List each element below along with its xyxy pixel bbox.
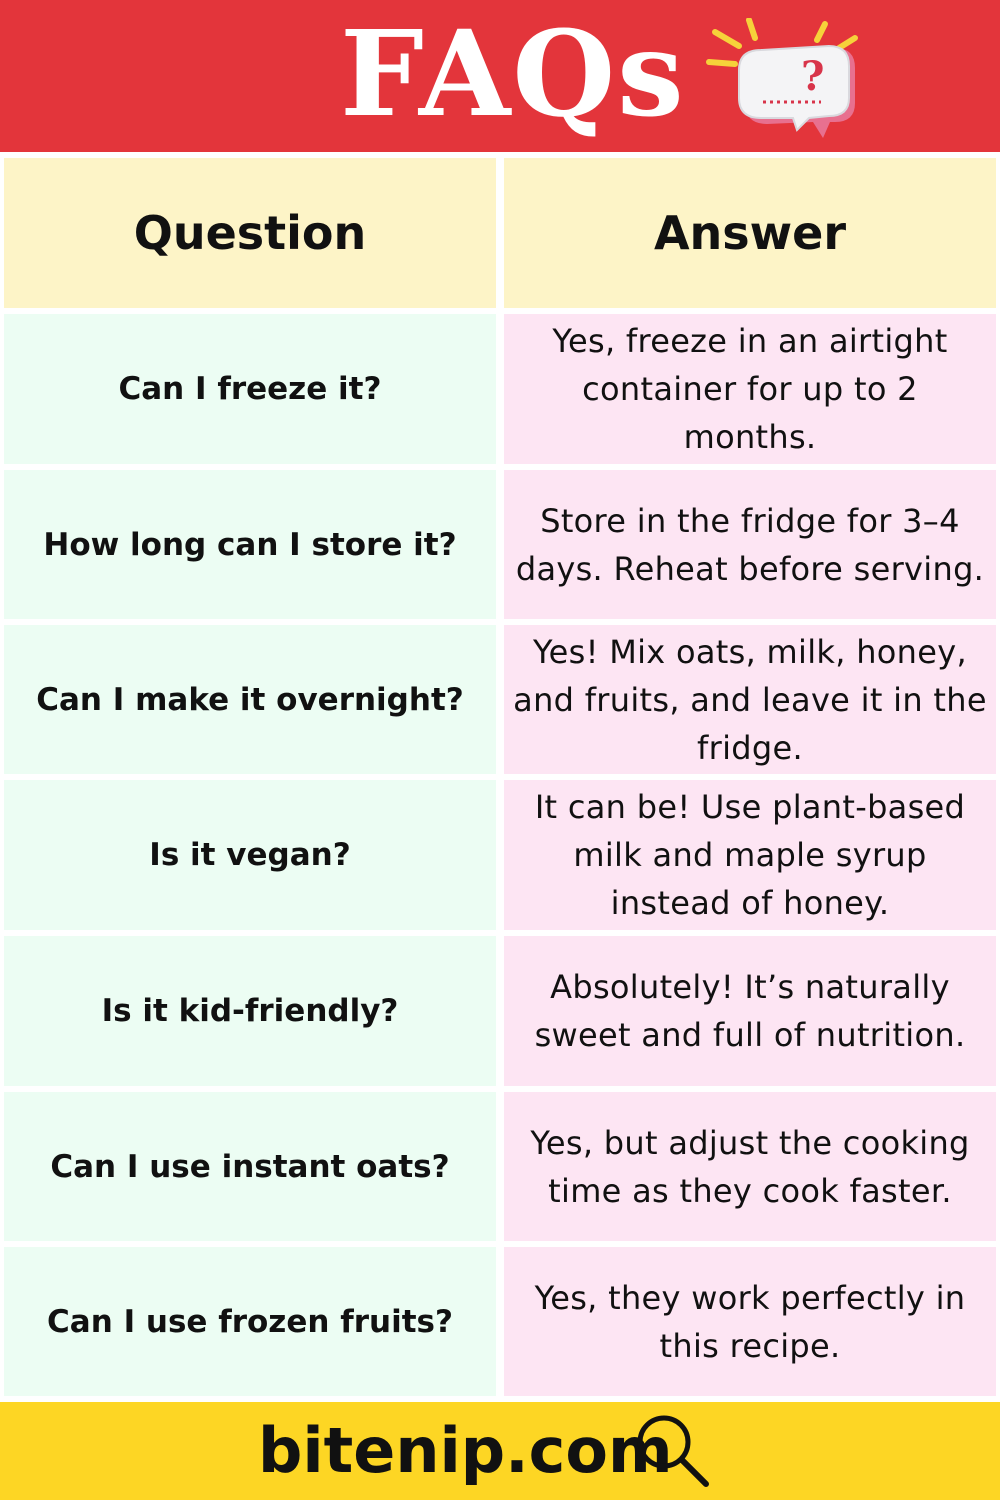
footer-banner: bitenip.com [0, 1402, 1000, 1500]
faq-table: Question Answer Can I freeze it? Yes, fr… [0, 152, 1000, 1400]
header-banner: FAQs ? [0, 0, 1000, 152]
table-row-answer: Yes, freeze in an airtight container for… [504, 314, 996, 464]
table-row-question: Can I freeze it? [4, 314, 496, 464]
page-title-text: FAQs [340, 4, 686, 143]
table-row-question: Can I make it overnight? [4, 625, 496, 774]
page-title: FAQs [0, 0, 1000, 152]
column-header-answer: Answer [504, 158, 996, 308]
table-row-answer: It can be! Use plant-based milk and mapl… [504, 780, 996, 930]
table-row-question: Is it vegan? [4, 780, 496, 930]
table-row-answer: Absolutely! It’s naturally sweet and ful… [504, 936, 996, 1086]
table-row-question: Can I use frozen fruits? [4, 1247, 496, 1396]
table-row-question: How long can I store it? [4, 470, 496, 619]
table-row-answer: Yes, but adjust the cooking time as they… [504, 1092, 996, 1241]
table-row-question: Can I use instant oats? [4, 1092, 496, 1241]
table-row-answer: Store in the fridge for 3–4 days. Reheat… [504, 470, 996, 619]
table-row-answer: Yes, they work perfectly in this recipe. [504, 1247, 996, 1396]
question-speech-bubble-icon: ? [706, 18, 858, 138]
table-row-question: Is it kid-friendly? [4, 936, 496, 1086]
table-row-answer: Yes! Mix oats, milk, honey, and fruits, … [504, 625, 996, 774]
site-url: bitenip.com [258, 1414, 673, 1487]
column-header-question: Question [4, 158, 496, 308]
svg-text:?: ? [801, 53, 824, 100]
search-icon [637, 1415, 709, 1487]
